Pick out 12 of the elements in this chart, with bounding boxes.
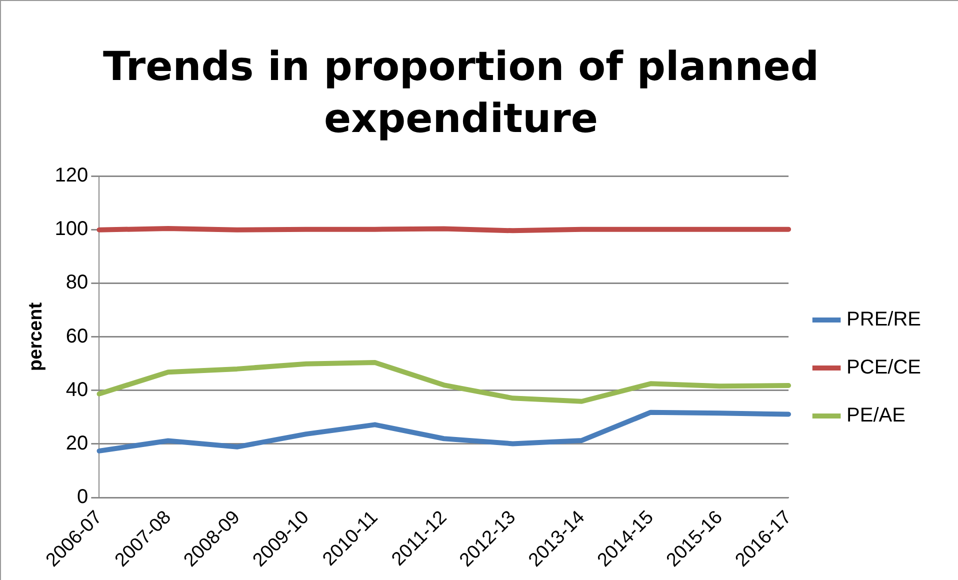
- y-tick-label: 0: [77, 486, 88, 508]
- y-tick-label: 40: [66, 378, 88, 401]
- legend-label: PRE/RE: [846, 308, 922, 331]
- legend-label: PCE/CE: [846, 356, 922, 379]
- y-tick-label: 120: [54, 164, 88, 187]
- chart-title: Trends in proportion of planned expenditure: [102, 43, 820, 144]
- y-axis-title: percent: [26, 302, 47, 372]
- y-tick-label: 80: [66, 272, 88, 294]
- y-tick-label: 100: [54, 218, 88, 240]
- legend-label: PE/AE: [846, 404, 906, 427]
- y-tick-label: 60: [66, 325, 88, 348]
- y-tick-label: 20: [66, 432, 88, 454]
